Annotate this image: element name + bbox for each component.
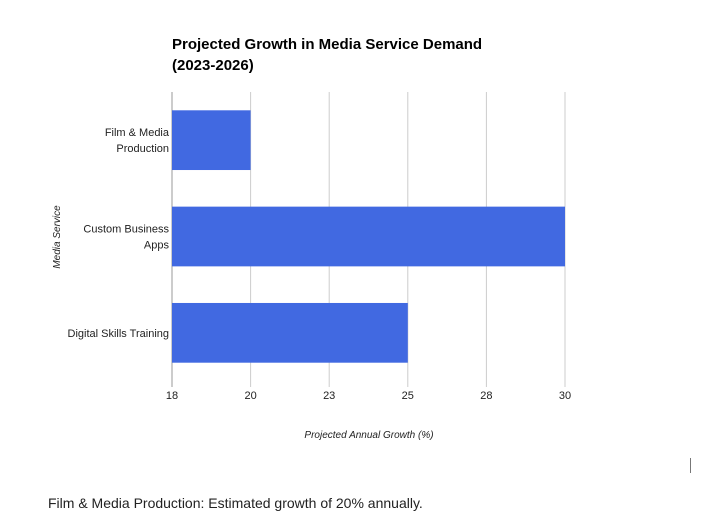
y-category-label: Digital Skills Training (68, 328, 169, 340)
y-axis-label: Media Service (52, 205, 63, 269)
y-category-label: Film & Media Production (105, 127, 170, 155)
bar-chart: Projected Growth in Media Service Demand… (52, 36, 571, 441)
x-tick-label: 23 (323, 390, 335, 402)
x-tick-label: 30 (559, 390, 571, 402)
chart-title-line-2: (2023-2026) (172, 57, 254, 74)
x-tick-label: 18 (166, 390, 178, 402)
x-tick-label: 28 (480, 390, 492, 402)
bar (172, 206, 565, 267)
text-cursor (690, 458, 691, 473)
x-tick-label: 20 (244, 390, 256, 402)
bar (172, 110, 251, 171)
chart-title-line-1: Projected Growth in Media Service Demand (172, 36, 482, 53)
x-axis-label: Projected Annual Growth (%) (304, 430, 433, 441)
x-tick-label: 25 (402, 390, 414, 402)
caption-text: Film & Media Production: Estimated growt… (48, 495, 423, 511)
bar (172, 302, 408, 363)
y-category-label: Custom Business Apps (83, 224, 169, 252)
